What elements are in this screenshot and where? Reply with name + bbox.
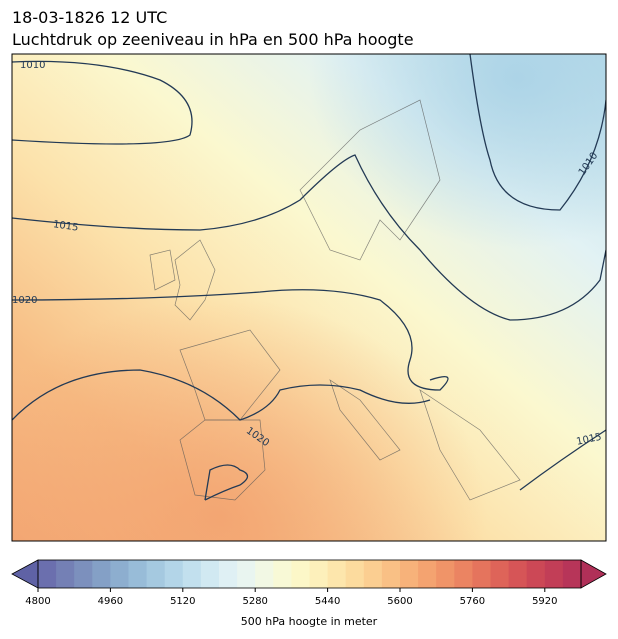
map-frame [11, 53, 607, 542]
colorbar-bin [562, 560, 582, 588]
colorbar-bin [255, 560, 274, 588]
colorbar-bin [472, 560, 491, 588]
colorbar-label: 500 hPa hoogte in meter [241, 615, 378, 628]
isobar-label: 1015 [575, 432, 602, 448]
colorbar-bin [418, 560, 437, 588]
colorbar-over [580, 559, 607, 589]
colorbar-bin [508, 560, 528, 588]
colorbar-bin [526, 560, 546, 588]
colorbar: 4800 4960 5120 5280 5440 5600 5760 5920 [11, 559, 607, 607]
date-line: 18-03-1826 12 UTC [12, 8, 168, 27]
colorbar-bin [436, 560, 455, 588]
colorbar-tick-label: 5920 [532, 596, 557, 607]
colorbar-bin [56, 560, 75, 588]
title: Luchtdruk op zeeniveau in hPa en 500 hPa… [12, 30, 414, 49]
colorbar-frame [37, 559, 582, 589]
colorbar-bin [164, 560, 184, 588]
isobar-label: 1015 [52, 219, 79, 233]
colorbar-bin [92, 560, 111, 588]
colorbar-tick-label: 5120 [170, 596, 195, 607]
colorbar-bin [544, 560, 564, 588]
colorbar-bin [110, 560, 129, 588]
colorbar-bin [400, 560, 419, 588]
isobars [12, 54, 606, 501]
colorbar-bin [74, 560, 93, 588]
colorbar-bin [490, 560, 510, 588]
colorbar-bin [38, 560, 57, 588]
colorbar-bin [219, 560, 238, 588]
colorbar-tick-label: 5440 [315, 596, 340, 607]
colorbar-bin [237, 560, 256, 588]
colorbar-bin [363, 560, 383, 588]
colorbar-bin [273, 560, 292, 588]
coastlines [149, 99, 521, 501]
colorbar-bin [327, 560, 347, 588]
colorbar-bin [291, 560, 310, 588]
colorbar-bin [381, 560, 401, 588]
colorbar-under [11, 559, 39, 589]
colorbar-bin [128, 560, 148, 588]
colorbar-bin [454, 560, 473, 588]
colorbar-tick-label: 5760 [460, 596, 485, 607]
colorbar-bin [146, 560, 166, 588]
colorbar-bin [309, 560, 329, 588]
colorbar-tick-label: 4800 [25, 596, 50, 607]
colorbar-bin [182, 560, 202, 588]
isobar-label: 1020 [12, 295, 37, 306]
colorbar-tick-label: 4960 [98, 596, 123, 607]
colorbar-bin [345, 560, 365, 588]
colorbar-tick-label: 5280 [242, 596, 267, 607]
colorbar-bin [200, 560, 220, 588]
isobar-label: 1010 [20, 60, 45, 71]
map-field [12, 54, 606, 541]
colorbar-tick-label: 5600 [387, 596, 412, 607]
